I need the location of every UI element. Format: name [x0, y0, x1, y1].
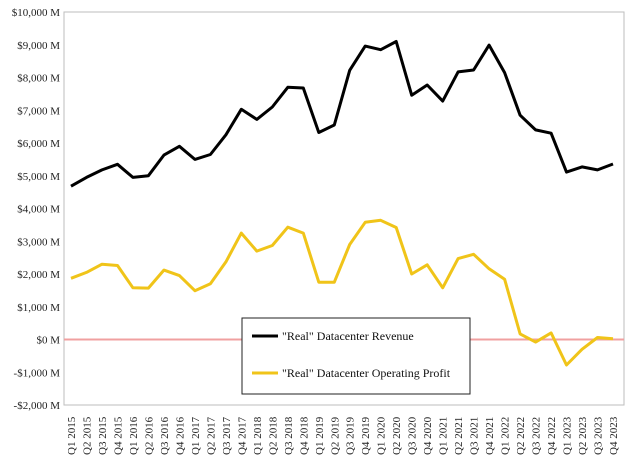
y-tick-label: $7,000 M [17, 105, 60, 117]
y-tick-label: $5,000 M [17, 171, 60, 183]
x-tick-label: Q2 2023 [577, 416, 589, 455]
x-tick-label: Q3 2018 [283, 416, 295, 455]
x-tick-label: Q4 2018 [298, 416, 310, 455]
x-tick-label: Q4 2023 [608, 416, 620, 455]
y-axis-tick-labels: -$2,000 M -$1,000 M $0 M $1,000 M $2,000 M $3… [12, 7, 61, 412]
x-tick-label: Q2 2018 [267, 416, 279, 455]
x-tick-label: Q3 2015 [97, 416, 109, 455]
x-tick-label: Q4 2020 [422, 416, 434, 455]
y-tick-label: $1,000 M [17, 302, 60, 314]
x-tick-label: Q3 2020 [407, 416, 419, 455]
x-tick-label: Q1 2016 [128, 416, 140, 455]
x-tick-label: Q2 2016 [143, 416, 155, 455]
x-tick-label: Q2 2021 [453, 417, 465, 455]
x-tick-label: Q1 2022 [500, 417, 512, 455]
x-tick-label: Q1 2019 [314, 416, 326, 455]
series-line-revenue [70, 40, 614, 188]
x-tick-label: Q4 2017 [236, 416, 248, 455]
x-tick-label: Q3 2016 [159, 416, 171, 455]
y-tick-label: $3,000 M [17, 236, 60, 248]
plot-area-border [63, 11, 625, 406]
legend-label-revenue: "Real" Datacenter Revenue [282, 329, 414, 343]
x-tick-label: Q2 2017 [205, 416, 217, 455]
x-tick-label: Q1 2023 [562, 416, 574, 455]
series-line-operating-profit [70, 218, 614, 367]
x-tick-label: Q3 2019 [345, 416, 357, 455]
x-tick-label: Q2 2022 [515, 417, 527, 455]
x-tick-label: Q4 2016 [174, 416, 186, 455]
x-tick-label: Q4 2019 [360, 416, 372, 455]
y-tick-label: $2,000 M [17, 269, 60, 281]
x-tick-label: Q1 2015 [66, 416, 78, 455]
x-tick-label: Q3 2023 [593, 416, 605, 455]
x-tick-label: Q1 2021 [438, 417, 450, 455]
y-tick-label: $6,000 M [17, 138, 60, 150]
x-tick-label: Q1 2017 [190, 416, 202, 455]
x-tick-label: Q3 2021 [469, 417, 481, 455]
y-tick-label: $10,000 M [12, 7, 61, 19]
y-tick-label: -$1,000 M [14, 367, 61, 379]
y-tick-label: -$2,000 M [14, 400, 61, 412]
x-tick-label: Q4 2015 [112, 416, 124, 455]
y-tick-label: $9,000 M [17, 40, 60, 52]
legend-box [241, 317, 471, 395]
x-tick-label: Q2 2020 [391, 416, 403, 455]
legend-label-operating-profit: "Real" Datacenter Operating Profit [282, 366, 451, 380]
x-axis-tick-labels: Q1 2015 Q2 2015 Q3 2015 Q4 2015 Q1 2016 Q2 20… [66, 416, 620, 455]
y-tick-label: $8,000 M [17, 73, 60, 85]
y-tick-label: $4,000 M [17, 204, 60, 216]
x-tick-label: Q1 2020 [376, 416, 388, 455]
x-tick-label: Q2 2019 [329, 416, 341, 455]
x-tick-label: Q4 2022 [546, 417, 558, 455]
x-tick-label: Q2 2015 [81, 416, 93, 455]
legend: "Real" Datacenter Revenue "Real" Datacen… [241, 317, 471, 395]
y-tick-label: $0 M [36, 335, 60, 347]
x-tick-label: Q4 2021 [484, 417, 496, 455]
x-tick-label: Q1 2018 [252, 416, 264, 455]
x-tick-label: Q3 2022 [531, 417, 543, 455]
series-layer [70, 40, 614, 367]
x-tick-label: Q3 2017 [221, 416, 233, 455]
